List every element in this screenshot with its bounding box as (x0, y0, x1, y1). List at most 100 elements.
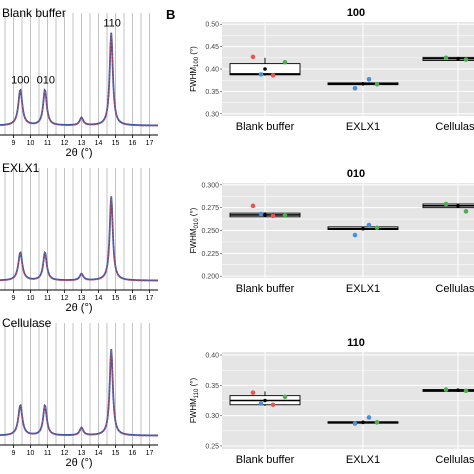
data-point (270, 402, 276, 408)
y-tick-label: 0.225 (201, 251, 219, 258)
sample-label: EXLX1 (2, 161, 40, 175)
chart-title: 010 (347, 168, 365, 180)
box-mean-point (263, 67, 267, 71)
box-mean-point (361, 420, 365, 425)
y-tick-label: 0.35 (205, 383, 219, 390)
x-tick-label: 14 (95, 450, 103, 457)
x-tick-label: 13 (78, 295, 86, 302)
data-point (463, 388, 469, 394)
data-point (270, 213, 276, 219)
y-tick-label: 0.30 (205, 111, 219, 118)
data-point (463, 209, 469, 214)
peak-label: 110 (103, 18, 121, 30)
category-label: Cellulase (435, 121, 474, 133)
peak-label: 100 (11, 75, 29, 87)
y-axis-label-unit: (°) (189, 207, 198, 218)
peak-label: 010 (37, 75, 55, 87)
data-point (463, 57, 469, 62)
chart-title: 110 (347, 337, 365, 349)
y-axis-label-sub: 100 (194, 56, 200, 67)
y-axis-label-main: FWHM (189, 67, 198, 92)
xrd-panel-group: Blank buffer1000101108910111213141516172… (0, 6, 159, 469)
data-point (374, 81, 380, 87)
category-label: Cellulase (435, 454, 474, 466)
data-point (443, 387, 449, 392)
xrd-fit-curve (0, 349, 159, 437)
category-label: Blank buffer (236, 454, 295, 466)
x-tick-label: 13 (78, 140, 86, 147)
x-axis-label: 2θ (°) (65, 457, 92, 469)
xrd-chart: EXLX18910111213141516172θ (°) (0, 161, 158, 314)
data-point (250, 203, 256, 209)
data-point (258, 401, 264, 406)
data-point (250, 390, 256, 395)
x-axis-label: 2θ (°) (65, 147, 92, 159)
x-tick-label: 12 (61, 295, 69, 302)
sample-label: Cellulase (2, 316, 52, 330)
category-label: EXLX1 (346, 283, 380, 295)
xrd-curve (0, 196, 158, 282)
box-mean-point (263, 398, 267, 403)
y-axis-label: FWHM110 (°) (189, 378, 200, 424)
data-point (443, 55, 449, 61)
chart-title: 100 (347, 7, 365, 19)
xrd-chart: Cellulase8910111213141516172θ (°) (0, 316, 159, 469)
x-tick-label: 17 (146, 140, 154, 147)
data-point (258, 211, 264, 217)
y-tick-label: 0.250 (201, 228, 219, 235)
box-mean-point (361, 226, 365, 231)
category-label: EXLX1 (346, 454, 380, 466)
data-point (282, 212, 288, 218)
box-mean-point (456, 204, 460, 208)
data-point (352, 85, 358, 91)
data-point (352, 232, 358, 238)
y-axis-label: FWHM100 (°) (189, 46, 200, 92)
data-point (374, 225, 380, 231)
y-tick-label: 0.35 (205, 89, 219, 96)
y-tick-label: 0.40 (205, 353, 219, 360)
y-axis-label-unit: (°) (189, 46, 198, 57)
y-tick-label: 0.50 (205, 22, 219, 29)
x-tick-label: 15 (112, 450, 120, 457)
x-tick-label: 10 (27, 295, 35, 302)
x-tick-label: 12 (61, 450, 69, 457)
x-tick-label: 9 (12, 450, 16, 457)
x-tick-label: 17 (146, 295, 154, 302)
x-tick-label: 11 (44, 295, 51, 302)
x-tick-label: 16 (129, 295, 137, 302)
data-point (374, 420, 380, 425)
y-tick-label: 0.200 (201, 274, 219, 281)
category-label: EXLX1 (346, 121, 380, 133)
x-tick-label: 14 (95, 295, 103, 302)
y-axis-label-main: FWHM (189, 228, 198, 253)
xrd-curve (0, 349, 159, 437)
x-tick-label: 15 (112, 140, 120, 147)
box-mean-point (456, 388, 460, 392)
data-point (270, 72, 276, 78)
data-point (366, 76, 372, 82)
xrd-chart: Blank buffer1000101108910111213141516172… (0, 6, 158, 159)
x-tick-label: 14 (95, 140, 103, 147)
category-label: Blank buffer (236, 121, 295, 133)
sample-label: Blank buffer (2, 6, 66, 20)
x-tick-label: 11 (44, 140, 51, 147)
data-point (282, 59, 288, 65)
x-tick-label: 9 (12, 295, 16, 302)
box-mean-point (456, 56, 460, 61)
data-point (250, 54, 256, 60)
data-point (258, 72, 264, 77)
y-tick-label: 0.40 (205, 67, 219, 74)
x-tick-label: 11 (44, 450, 51, 457)
y-axis-label-sub: 110 (194, 388, 200, 398)
y-axis-label-main: FWHM (189, 398, 198, 423)
y-tick-label: 0.25 (205, 443, 219, 450)
y-tick-label: 0.275 (201, 205, 219, 212)
y-axis-label-unit: (°) (189, 378, 198, 389)
data-point (282, 394, 288, 400)
panel-b-label: B (166, 7, 175, 22)
data-point (366, 415, 372, 420)
